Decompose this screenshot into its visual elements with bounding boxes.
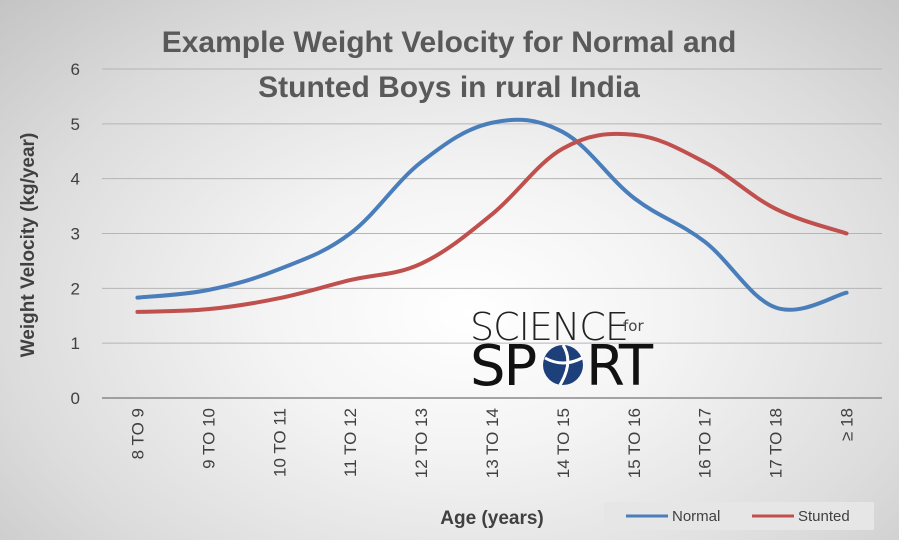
series-line-stunted <box>135 131 849 314</box>
y-tick-label: 2 <box>71 279 80 298</box>
y-tick-label: 4 <box>71 170 80 189</box>
x-tick-label: 15 TO 16 <box>625 408 644 478</box>
logo-ball-icon <box>543 344 583 386</box>
y-axis-title: Weight Velocity (kg/year) <box>18 133 39 358</box>
x-tick-label: ≥ 18 <box>838 408 857 441</box>
legend-label-stunted: Stunted <box>798 508 850 525</box>
x-tick-label: 8 TO 9 <box>128 408 147 459</box>
y-tick-labels: 0 1 2 3 4 5 6 <box>71 60 80 408</box>
x-axis-title: Age (years) <box>440 508 544 529</box>
legend: Normal Stunted <box>604 502 874 530</box>
y-tick-label: 0 <box>71 389 80 408</box>
x-tick-label: 17 TO 18 <box>767 408 786 478</box>
x-tick-label: 10 TO 11 <box>270 408 289 477</box>
y-tick-label: 3 <box>71 225 80 244</box>
y-tick-label: 6 <box>71 60 80 79</box>
x-tick-label: 13 TO 14 <box>483 408 502 478</box>
x-tick-label: 12 TO 13 <box>412 408 431 478</box>
y-tick-label: 1 <box>71 334 80 353</box>
logo-text-sp: SP <box>470 334 536 399</box>
science-for-sport-logo: SCIENCE for SP RT <box>470 305 656 399</box>
series-line-normal <box>135 117 849 312</box>
x-tick-label: 14 TO 15 <box>554 408 573 478</box>
x-tick-label: 9 TO 10 <box>199 408 218 469</box>
x-tick-label: 11 TO 12 <box>341 408 360 477</box>
y-tick-label: 5 <box>71 115 80 134</box>
x-tick-label: 16 TO 17 <box>696 408 715 478</box>
logo-text-for: for <box>623 317 644 335</box>
x-tick-labels: 8 TO 9 9 TO 10 10 TO 11 11 TO 12 12 TO 13 13 … <box>128 408 856 478</box>
logo-text-science: SCIENCE <box>470 305 628 349</box>
logo-text-rt: RT <box>586 334 654 399</box>
chart-title-line-2: Stunted Boys in rural India <box>258 71 640 104</box>
chart-title-line-1: Example Weight Velocity for Normal and <box>162 26 737 59</box>
legend-label-normal: Normal <box>672 508 720 525</box>
series-lines <box>135 117 849 314</box>
